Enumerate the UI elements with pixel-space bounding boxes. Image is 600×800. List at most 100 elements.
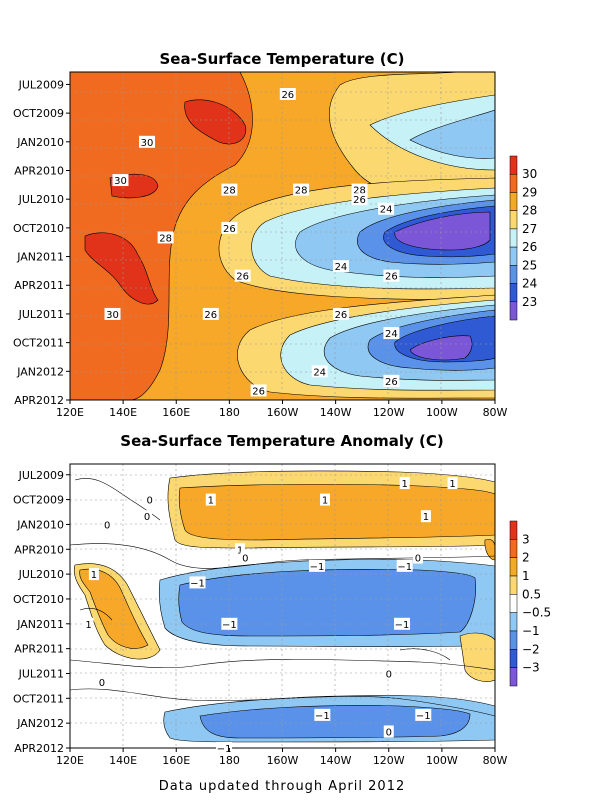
y-tick-label: JAN2011 xyxy=(16,618,64,631)
contour-label: 28 xyxy=(353,186,366,197)
contour-label: 1 xyxy=(322,496,328,507)
contour-label-box xyxy=(314,708,331,721)
contour-label-box xyxy=(234,269,251,282)
y-tick-label: APR2011 xyxy=(14,643,64,656)
x-tick-label: 160W xyxy=(267,406,299,419)
sst-x-axis-ticks: 120E 140E 160E 180 160W 140W 120W 100W 80W xyxy=(56,400,508,419)
contour-label-box xyxy=(279,87,296,100)
colorbar-swatch xyxy=(509,612,518,632)
contour-label-box xyxy=(250,384,267,397)
sst-gridlines xyxy=(70,72,495,400)
x-tick-label: 140E xyxy=(109,406,137,419)
contour-label-box xyxy=(383,725,394,738)
y-tick-label: OCT2009 xyxy=(13,494,64,507)
sst-y-axis-ticks: JUL2009 OCT2009 JAN2010 APR2010 JUL2010 OCT20… xyxy=(13,78,70,407)
y-tick-label: APR2011 xyxy=(14,279,64,292)
y-tick-label: JUL2010 xyxy=(18,193,64,206)
contour-label-box xyxy=(394,617,411,630)
contour-label: 1 xyxy=(91,570,97,581)
contour-label: −1 xyxy=(310,562,325,573)
colorbar-label: 26 xyxy=(522,240,537,254)
x-tick-label: 180 xyxy=(219,754,240,767)
contour-label: 1 xyxy=(449,479,455,490)
contour-label: 24 xyxy=(380,205,393,216)
x-tick-label: 120W xyxy=(373,406,405,419)
contour-label: 26 xyxy=(353,195,366,206)
y-tick-label: JUL2011 xyxy=(18,308,64,321)
colorbar-swatch xyxy=(509,246,518,266)
contour-label: 0 xyxy=(386,669,392,680)
sst-colorbar: 30 29 28 27 26 25 24 23 xyxy=(509,155,537,321)
anomaly-y-axis-ticks: JUL2009 OCT2009 JAN2010 APR2010 JUL2010 OCT20… xyxy=(13,469,70,755)
x-tick-label: 140W xyxy=(320,406,352,419)
x-tick-label: 160E xyxy=(162,754,190,767)
contour-label-box xyxy=(96,675,107,688)
contour-label-box xyxy=(396,559,413,572)
y-tick-label: JUL2011 xyxy=(18,667,64,680)
y-tick-label: OCT2010 xyxy=(13,222,64,235)
anomaly-x-axis-ticks: 120E 140E 160E 180 160W 140W 120W 100W 80W xyxy=(56,748,508,767)
x-tick-label: 160W xyxy=(267,754,299,767)
contour-label-box xyxy=(378,202,395,215)
contour-label-box xyxy=(240,551,251,564)
contour-label-box xyxy=(399,477,410,490)
contour-label-box xyxy=(157,231,174,244)
colorbar-label: 27 xyxy=(522,222,537,236)
contour-label-box xyxy=(112,174,129,187)
contour-label-box xyxy=(202,307,219,320)
contour-label: 30 xyxy=(106,310,119,321)
contour-label-box xyxy=(221,183,238,196)
contour-label: 26 xyxy=(335,310,348,321)
colorbar-label: 28 xyxy=(522,204,537,218)
contour-label-box xyxy=(383,374,400,387)
x-tick-label: 80W xyxy=(483,406,508,419)
contour-label-box xyxy=(235,543,245,556)
colorbar-label: 3 xyxy=(522,532,530,546)
colorbar-swatch xyxy=(509,630,518,650)
contour-label-box xyxy=(311,365,328,378)
contour-label-box xyxy=(447,477,458,490)
y-tick-label: OCT2011 xyxy=(13,337,64,350)
x-tick-label: 120E xyxy=(56,754,84,767)
contour-label: −1 xyxy=(397,562,412,573)
colorbar-label: 0.5 xyxy=(522,587,541,601)
contour-label: 1 xyxy=(423,512,429,523)
colorbar-label: 2 xyxy=(522,551,530,565)
x-tick-label: 120W xyxy=(373,754,405,767)
contour-label: 0 xyxy=(147,496,153,507)
colorbar-label: 24 xyxy=(522,277,537,291)
contour-label-box xyxy=(139,135,156,148)
contour-label: 1 xyxy=(208,496,214,507)
colorbar-swatch xyxy=(509,575,518,595)
contour-label: 0 xyxy=(242,554,248,565)
contour-label: 26 xyxy=(204,310,217,321)
anomaly-chart-title: Sea-Surface Temperature Anomaly (C) xyxy=(120,432,443,450)
y-tick-label: APR2012 xyxy=(14,394,64,407)
colorbar-label: 29 xyxy=(522,185,537,199)
contour-label-box xyxy=(383,327,400,340)
x-tick-label: 120E xyxy=(56,406,84,419)
contour-label-box xyxy=(351,193,368,206)
sst-chart-title: Sea-Surface Temperature (C) xyxy=(160,50,405,68)
contour-label: 26 xyxy=(385,377,398,388)
contour-label-box xyxy=(216,742,233,754)
contour-label: −1 xyxy=(222,620,237,631)
y-tick-label: OCT2009 xyxy=(13,107,64,120)
y-tick-label: JAN2010 xyxy=(16,518,64,531)
contour-label: 26 xyxy=(385,272,398,283)
contour-label: 28 xyxy=(159,233,172,244)
contour-label: −1 xyxy=(416,711,431,722)
colorbar-swatch xyxy=(509,228,518,248)
contour-label: 0 xyxy=(415,554,421,565)
colorbar-label: −2 xyxy=(522,642,540,656)
contour-label-box xyxy=(104,307,121,320)
contour-label: 0 xyxy=(144,512,150,523)
contour-label: 24 xyxy=(335,262,348,273)
sst-panel: Sea-Surface Temperature (C) xyxy=(13,50,537,419)
contour-label-box xyxy=(83,617,94,630)
contour-label-box xyxy=(332,307,349,320)
contour-label: 30 xyxy=(114,176,127,187)
